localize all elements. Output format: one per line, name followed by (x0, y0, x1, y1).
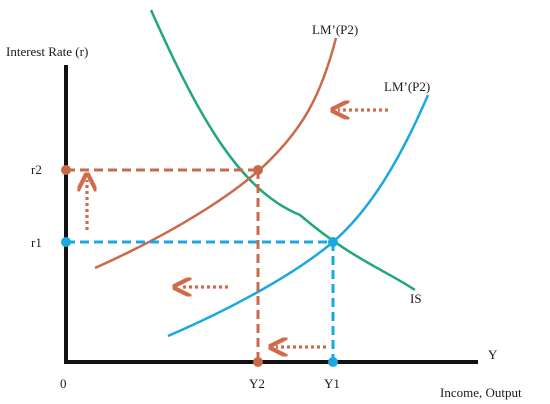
y2-label: Y2 (249, 376, 265, 391)
y1-label: Y1 (324, 376, 340, 391)
r2-label: r2 (31, 162, 42, 177)
lm-upper-label: LM’(P2) (312, 22, 358, 37)
r1-label: r1 (31, 235, 42, 250)
x-axis-symbol: Y (488, 347, 498, 362)
x-axis-label: Income, Output (440, 385, 522, 400)
is-curve (149, 9, 416, 292)
equilibrium-point-lower (328, 237, 338, 247)
equilibrium-point-upper (253, 165, 263, 175)
is-label: IS (410, 291, 422, 306)
y-axis-label: Interest Rate (r) (6, 44, 88, 59)
y1-axis-point (328, 357, 338, 367)
r2-axis-point (61, 165, 71, 175)
lm-lower-label: LM’(P2) (384, 79, 430, 94)
origin-label: 0 (60, 376, 67, 391)
lm-upper-curve (94, 37, 338, 270)
y2-axis-point (253, 357, 263, 367)
r1-axis-point (61, 237, 71, 247)
